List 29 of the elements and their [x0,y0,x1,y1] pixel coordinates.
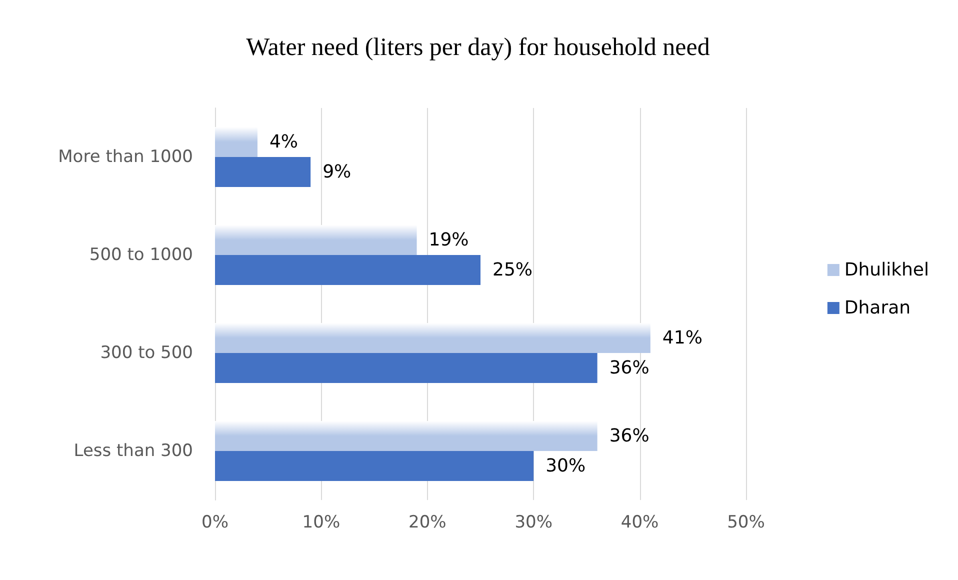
bar [215,353,598,383]
data-label: 30% [546,456,586,476]
bar [215,157,311,187]
y-tick-label: 300 to 500 [100,343,193,363]
legend-label: Dhulikhel [844,260,930,280]
x-tick-label: 50% [727,512,765,532]
data-label: 36% [609,358,650,378]
data-label: 4% [269,132,298,152]
legend-label: Dharan [844,298,911,318]
bar [215,225,417,255]
data-label: 36% [609,426,650,446]
bar [215,421,598,451]
x-tick-label: 40% [620,512,659,532]
data-label: 9% [322,162,352,182]
x-tick-label: 30% [514,512,552,532]
chart-title: Water need (liters per day) for household need [246,34,710,61]
bar [215,451,534,481]
y-tick-label: More than 1000 [58,147,193,167]
data-label: 25% [492,260,533,280]
bar [215,127,258,157]
x-tick-label: 10% [302,512,340,532]
bar [215,255,480,285]
y-tick-label: 500 to 1000 [89,245,193,265]
x-tick-label: 0% [202,512,228,532]
data-label: 41% [662,328,702,348]
y-tick-label: Less than 300 [74,441,193,461]
bar [215,323,650,353]
x-tick-label: 20% [408,512,446,532]
data-label: 19% [428,230,469,250]
